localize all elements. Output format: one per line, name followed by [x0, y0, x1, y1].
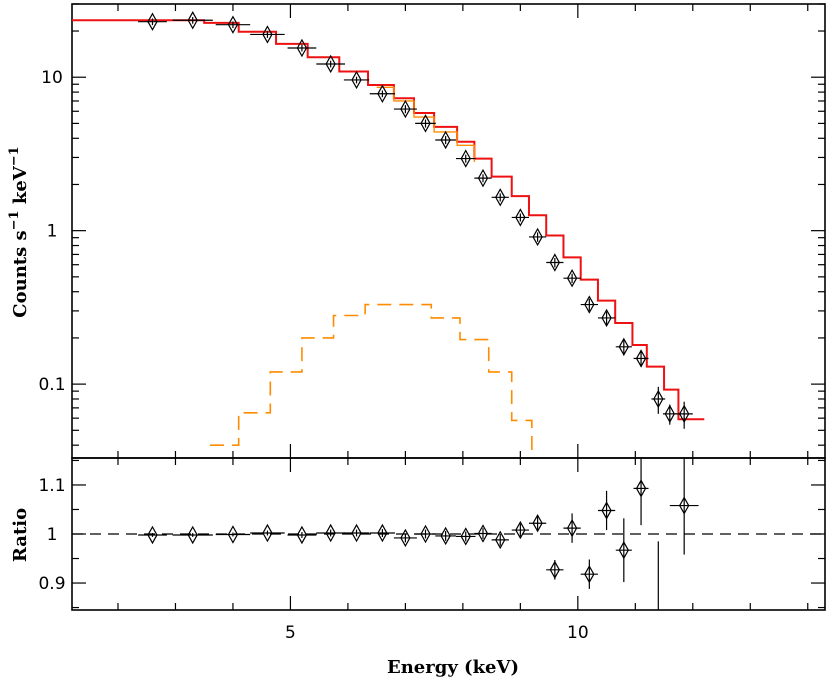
ratio-point-marker [515, 520, 526, 540]
y-tick-label-top: 10 [41, 68, 63, 88]
data-point-marker [664, 404, 675, 424]
data-point-marker [460, 149, 471, 168]
ratio-point-marker [549, 560, 561, 580]
ratio-point-marker [618, 540, 630, 560]
ratio-point-marker [227, 525, 239, 544]
x-axis-title: Energy (keV) [387, 657, 519, 678]
x-tick-label: 10 [567, 623, 589, 643]
ratio-point-marker [584, 564, 595, 584]
data-point-marker [227, 15, 239, 34]
data-point-marker [566, 268, 578, 288]
ratio-point-marker [678, 496, 690, 515]
ratio-point-marker [147, 525, 158, 545]
data-point-marker [549, 253, 561, 272]
y-tick-label-bottom: 1.1 [38, 476, 65, 496]
data-point-marker [618, 337, 630, 357]
ratio-point-marker [566, 518, 578, 538]
data-point-marker [477, 168, 489, 188]
data-point-marker [147, 12, 158, 31]
data-point-marker [420, 114, 431, 133]
ratio-point-marker [601, 501, 612, 520]
spectrum-panel: 0.1 1 10 [38, 3, 826, 459]
ratio-point-marker [420, 524, 431, 544]
ratio-point-marker [477, 524, 489, 543]
data-point-marker [653, 389, 664, 409]
series-component-line [209, 303, 533, 458]
y-tick-label-top: 0.1 [38, 375, 65, 395]
y-tick-label-bottom: 1 [47, 525, 58, 545]
series-model-total [72, 19, 705, 421]
ratio-point-marker [495, 530, 506, 550]
ratio-point-marker [400, 528, 411, 548]
ratio-panel: 5 10 0.9 1 1.1 [38, 457, 826, 643]
data-point-marker [515, 208, 526, 227]
ratio-point-marker [262, 523, 273, 543]
y-axis-title-ratio: Ratio [10, 508, 31, 562]
data-point-marker [296, 38, 308, 58]
ratio-point-marker [296, 525, 308, 545]
data-point-marker [351, 70, 362, 90]
data-point-marker [187, 11, 198, 30]
spectrum-frame [71, 3, 826, 459]
ratio-plot-area [72, 458, 825, 610]
data-point-marker [377, 84, 388, 103]
x-tick-label: 5 [285, 623, 296, 643]
data-point-marker [601, 308, 612, 328]
y-tick-label-bottom: 0.9 [38, 574, 65, 594]
ratio-point-marker [635, 479, 647, 498]
data-point-marker [678, 404, 690, 424]
ratio-point-marker [377, 523, 388, 543]
y-axis-title-counts: Counts s−1 keV−1 [7, 146, 31, 317]
data-point-marker [635, 349, 647, 368]
series-component-continuum [376, 86, 476, 163]
data-point-marker [262, 25, 273, 44]
data-point-marker [325, 54, 336, 74]
data-point-marker [440, 130, 451, 150]
ratio-point-marker [532, 513, 543, 533]
ratio-point-marker [351, 523, 362, 543]
data-point-marker [532, 227, 543, 247]
spectrum-plot-area [72, 11, 705, 458]
data-point-marker [584, 295, 595, 314]
data-point-marker [400, 99, 411, 119]
ratio-point-marker [187, 525, 198, 545]
ratio-point-marker [325, 523, 336, 543]
ratio-point-marker [440, 526, 451, 546]
ratio-point-marker [460, 527, 471, 546]
y-tick-label-top: 1 [47, 222, 58, 242]
data-point-marker [495, 188, 506, 207]
